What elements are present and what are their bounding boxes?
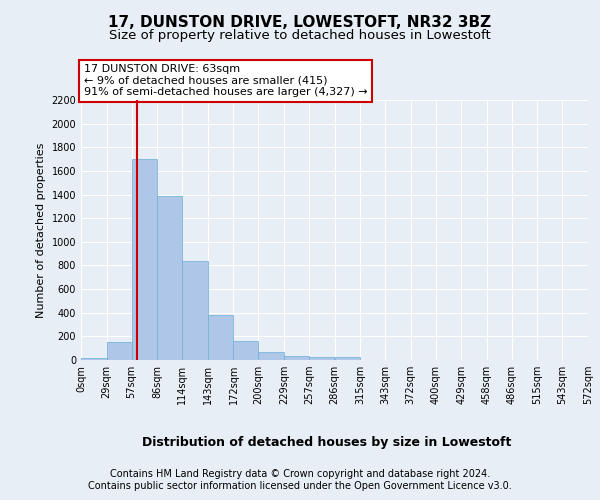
- Bar: [208, 315, 233, 360]
- Bar: [258, 352, 284, 360]
- Bar: [233, 340, 258, 360]
- Text: Distribution of detached houses by size in Lowestoft: Distribution of detached houses by size …: [142, 436, 512, 449]
- Bar: [309, 356, 335, 360]
- Text: Contains HM Land Registry data © Crown copyright and database right 2024.: Contains HM Land Registry data © Crown c…: [110, 469, 490, 479]
- Bar: [107, 342, 131, 360]
- Bar: [284, 356, 309, 360]
- Text: Contains public sector information licensed under the Open Government Licence v3: Contains public sector information licen…: [88, 481, 512, 491]
- Y-axis label: Number of detached properties: Number of detached properties: [36, 142, 46, 318]
- Bar: [335, 356, 360, 360]
- Bar: [81, 358, 107, 360]
- Bar: [131, 159, 157, 360]
- Bar: [182, 262, 208, 360]
- Text: 17 DUNSTON DRIVE: 63sqm
← 9% of detached houses are smaller (415)
91% of semi-de: 17 DUNSTON DRIVE: 63sqm ← 9% of detached…: [83, 64, 367, 98]
- Text: 17, DUNSTON DRIVE, LOWESTOFT, NR32 3BZ: 17, DUNSTON DRIVE, LOWESTOFT, NR32 3BZ: [109, 15, 491, 30]
- Bar: [157, 196, 182, 360]
- Text: Size of property relative to detached houses in Lowestoft: Size of property relative to detached ho…: [109, 30, 491, 43]
